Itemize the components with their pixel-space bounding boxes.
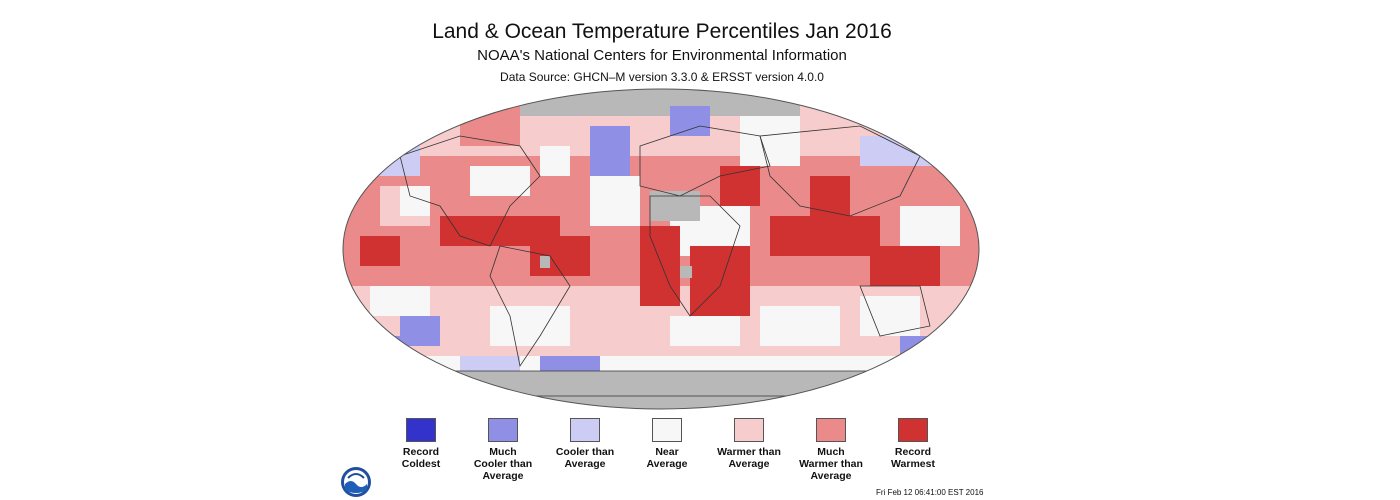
land-outline xyxy=(759,125,921,217)
land-outline xyxy=(489,245,571,368)
legend-swatch xyxy=(406,418,436,442)
data-source: Data Source: GHCN–M version 3.3.0 & ERSS… xyxy=(500,70,824,84)
map-cell xyxy=(360,336,400,366)
legend-swatch xyxy=(734,418,764,442)
map-cell xyxy=(343,356,979,371)
legend-label: Much Warmer than Average xyxy=(799,446,863,482)
map-cell xyxy=(640,226,680,306)
map-cell xyxy=(670,106,710,136)
legend-label: Warmer than Average xyxy=(717,446,781,470)
map-cell xyxy=(690,246,750,316)
map-title: Land & Ocean Temperature Percentiles Jan… xyxy=(432,20,892,43)
map-cell xyxy=(540,356,600,371)
legend-swatch xyxy=(816,418,846,442)
map-cell xyxy=(470,166,530,196)
map-cell xyxy=(670,316,740,346)
map-cell xyxy=(770,216,880,256)
legend-item: Record Warmest xyxy=(868,418,958,470)
map-cell xyxy=(860,136,900,166)
map-cell xyxy=(540,146,570,176)
map-cell xyxy=(490,306,570,346)
legend-item: Much Warmer than Average xyxy=(786,418,876,482)
legend-item: Record Coldest xyxy=(376,418,466,470)
map-cell xyxy=(370,286,430,316)
map-cell xyxy=(360,236,400,266)
map-cell xyxy=(740,116,800,166)
map-cell xyxy=(860,296,920,336)
map-cell xyxy=(530,236,590,276)
world-temperature-map xyxy=(342,88,980,410)
legend-swatch xyxy=(652,418,682,442)
map-cell xyxy=(680,266,692,278)
legend-swatch xyxy=(570,418,600,442)
map-cell xyxy=(343,89,979,116)
legend-item: Near Average xyxy=(622,418,712,470)
legend-label: Cooler than Average xyxy=(555,446,615,470)
globe-outline xyxy=(342,88,980,410)
legend-label: Record Warmest xyxy=(891,446,935,470)
map-cell xyxy=(590,126,630,176)
legend-swatch xyxy=(898,418,928,442)
map-cell xyxy=(900,336,960,356)
map-cell xyxy=(343,371,979,409)
map-cell xyxy=(900,206,960,246)
legend-item: Much Cooler than Average xyxy=(458,418,548,482)
land-outline xyxy=(399,135,541,247)
map-subtitle: NOAA's National Centers for Environmenta… xyxy=(477,47,847,64)
map-cell xyxy=(650,191,700,221)
map-cell xyxy=(590,176,640,226)
map-cell xyxy=(870,246,940,286)
map-cell xyxy=(460,356,520,371)
map-cell xyxy=(810,176,850,216)
legend-label: Much Cooler than Average xyxy=(473,446,533,482)
land-outline xyxy=(859,285,931,337)
legend-label: Record Coldest xyxy=(401,446,441,470)
map-cell xyxy=(540,256,550,268)
land-outline xyxy=(639,125,771,197)
noaa-logo-icon xyxy=(341,467,371,497)
legend-item: Cooler than Average xyxy=(540,418,630,470)
map-cell xyxy=(720,166,760,206)
map-cell xyxy=(400,316,440,346)
land-outline xyxy=(649,195,741,317)
timestamp: Fri Feb 12 06:41:00 EST 2016 xyxy=(876,488,984,497)
map-cell xyxy=(460,106,520,146)
legend-item: Warmer than Average xyxy=(704,418,794,470)
legend-swatch xyxy=(488,418,518,442)
map-cell xyxy=(760,306,840,346)
legend-label: Near Average xyxy=(646,446,688,470)
